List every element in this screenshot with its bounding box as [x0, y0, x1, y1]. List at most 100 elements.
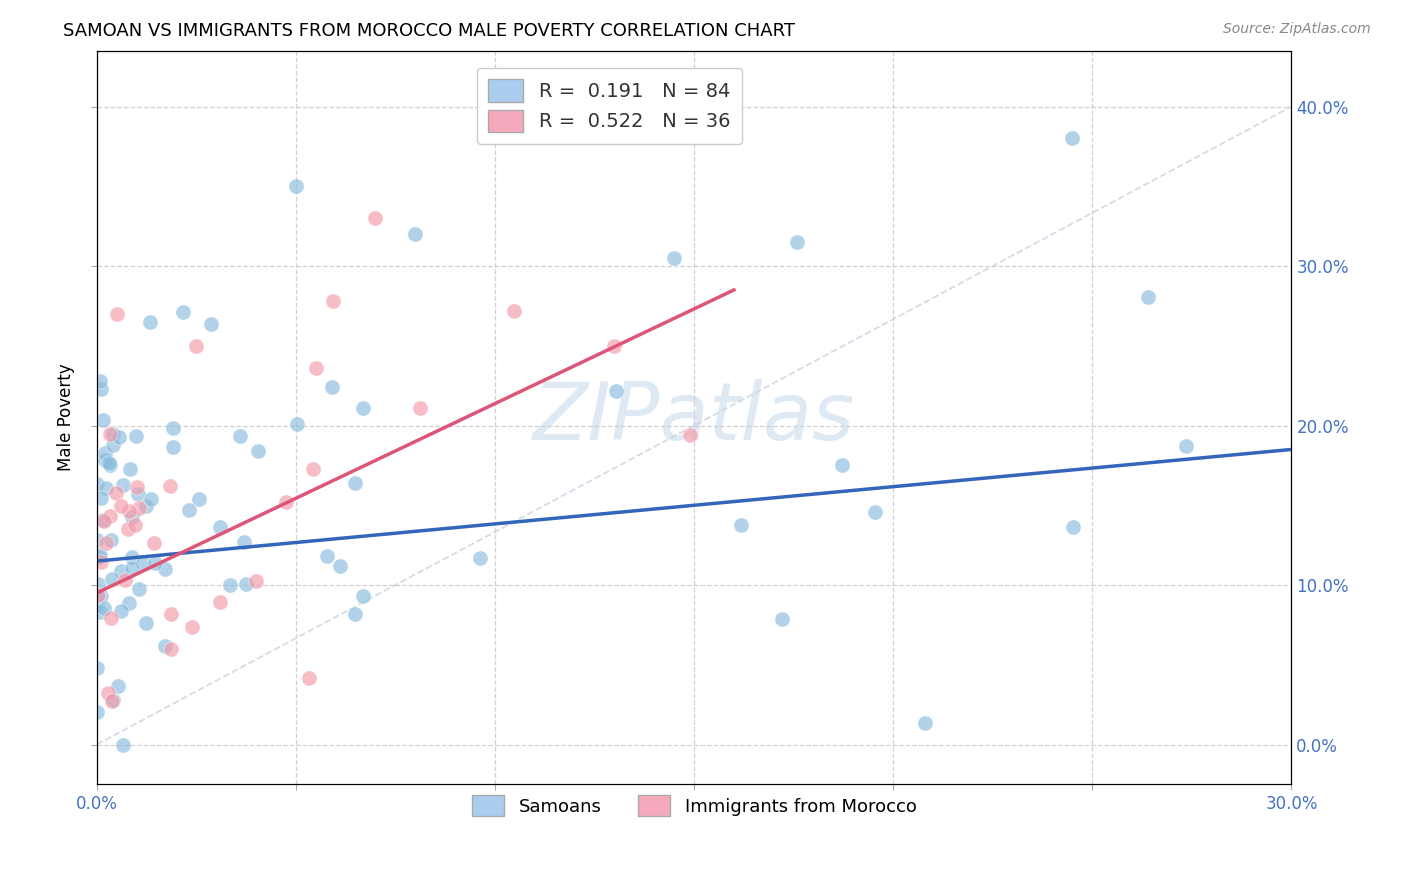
- Point: [125, 480, 148, 494]
- Point: [101, 438, 124, 452]
- Point: [352, 401, 374, 416]
- Point: [90, 491, 112, 505]
- Point: [209, 519, 232, 533]
- Point: [124, 518, 146, 533]
- Point: [91, 413, 114, 427]
- Text: Source: ZipAtlas.com: Source: ZipAtlas.com: [1223, 22, 1371, 37]
- Point: [107, 679, 129, 693]
- Point: [111, 477, 134, 491]
- Point: [245, 574, 267, 588]
- Point: [408, 401, 430, 415]
- Point: [121, 549, 143, 564]
- Point: [121, 561, 143, 575]
- Point: [110, 565, 132, 579]
- Point: [605, 384, 627, 398]
- Point: [86, 661, 108, 675]
- Point: [86, 533, 108, 547]
- Point: [94, 536, 117, 550]
- Point: [94, 446, 117, 460]
- Point: [98, 458, 121, 473]
- Point: [86, 705, 108, 719]
- Point: [172, 305, 194, 319]
- Point: [104, 486, 127, 500]
- Point: [786, 235, 808, 249]
- Point: [232, 534, 254, 549]
- Point: [91, 513, 114, 527]
- Point: [730, 518, 752, 533]
- Point: [162, 421, 184, 435]
- Point: [343, 607, 366, 622]
- Point: [93, 514, 115, 528]
- Point: [93, 452, 115, 467]
- Point: [1062, 131, 1084, 145]
- Point: [285, 417, 308, 431]
- Point: [321, 380, 343, 394]
- Point: [89, 605, 111, 619]
- Point: [284, 179, 307, 194]
- Point: [352, 590, 374, 604]
- Point: [304, 360, 326, 375]
- Point: [114, 574, 136, 588]
- Point: [101, 694, 124, 708]
- Point: [110, 604, 132, 618]
- Point: [89, 375, 111, 389]
- Point: [322, 293, 344, 308]
- Point: [125, 428, 148, 442]
- Point: [364, 211, 387, 226]
- Point: [135, 500, 157, 514]
- Point: [117, 522, 139, 536]
- Point: [117, 596, 139, 610]
- Point: [404, 227, 426, 241]
- Point: [139, 315, 162, 329]
- Point: [135, 615, 157, 630]
- Point: [180, 620, 202, 634]
- Point: [160, 642, 183, 657]
- Text: ZIPatlas: ZIPatlas: [533, 378, 855, 457]
- Point: [139, 491, 162, 506]
- Point: [1137, 290, 1160, 304]
- Point: [315, 549, 337, 563]
- Point: [865, 505, 887, 519]
- Point: [302, 462, 325, 476]
- Point: [100, 611, 122, 625]
- Point: [229, 429, 252, 443]
- Point: [108, 430, 131, 444]
- Point: [219, 578, 242, 592]
- Point: [1062, 520, 1084, 534]
- Point: [112, 738, 135, 752]
- Point: [86, 597, 108, 611]
- Point: [89, 548, 111, 562]
- Point: [100, 573, 122, 587]
- Text: SAMOAN VS IMMIGRANTS FROM MOROCCO MALE POVERTY CORRELATION CHART: SAMOAN VS IMMIGRANTS FROM MOROCCO MALE P…: [63, 22, 796, 40]
- Point: [101, 427, 124, 442]
- Point: [208, 595, 231, 609]
- Point: [153, 640, 176, 654]
- Point: [86, 476, 108, 491]
- Point: [97, 686, 120, 700]
- Point: [105, 307, 128, 321]
- Point: [94, 481, 117, 495]
- Point: [89, 589, 111, 603]
- Point: [98, 456, 121, 470]
- Point: [128, 500, 150, 515]
- Point: [86, 577, 108, 591]
- Point: [100, 533, 122, 547]
- Point: [162, 440, 184, 454]
- Point: [329, 558, 352, 573]
- Point: [200, 317, 222, 331]
- Point: [127, 487, 149, 501]
- Point: [1175, 439, 1198, 453]
- Point: [770, 612, 793, 626]
- Point: [246, 443, 269, 458]
- Point: [276, 495, 298, 509]
- Point: [603, 339, 626, 353]
- Point: [90, 555, 112, 569]
- Point: [93, 600, 115, 615]
- Point: [143, 536, 166, 550]
- Point: [662, 251, 685, 265]
- Point: [831, 458, 853, 473]
- Point: [101, 692, 124, 706]
- Point: [298, 671, 321, 685]
- Point: [914, 715, 936, 730]
- Point: [132, 556, 155, 570]
